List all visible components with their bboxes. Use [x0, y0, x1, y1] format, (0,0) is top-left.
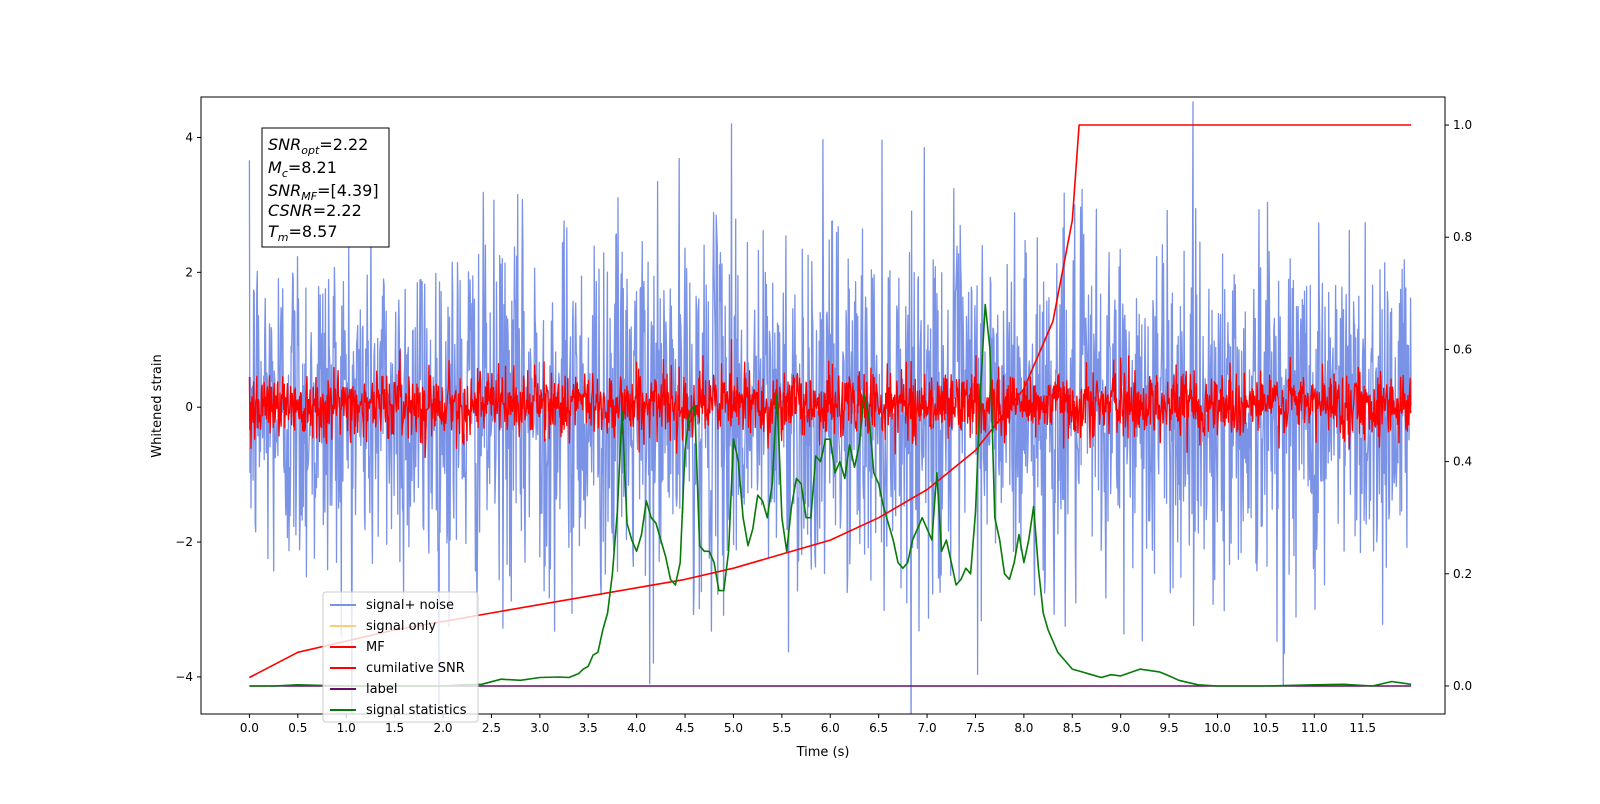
y-tick-label: −2 — [175, 535, 193, 549]
x-tick-label: 0.5 — [288, 721, 307, 735]
x-tick-label: 3.0 — [530, 721, 549, 735]
x-tick-label: 6.5 — [869, 721, 888, 735]
x-tick-label: 2.5 — [482, 721, 501, 735]
series-line-mf — [248, 339, 1412, 459]
legend-entry: cumilative SNR — [330, 661, 465, 676]
legend-label: signal statistics — [366, 703, 467, 718]
series-line-signal-noise — [248, 101, 1412, 714]
x-tick-label: 8.0 — [1014, 721, 1033, 735]
x-tick-label: 4.0 — [627, 721, 646, 735]
y-tick-label: 2 — [185, 265, 193, 279]
annotation-csnr: CSNR=2.22 — [268, 201, 362, 220]
y-tick-label: 4 — [185, 130, 193, 144]
x-tick-label: 4.5 — [675, 721, 694, 735]
annotation-mc: Mc=8.21 — [268, 158, 337, 180]
annotation-box: SNRopt=2.22 Mc=8.21 SNRMF=[4.39] CSNR=2.… — [261, 127, 390, 248]
x-tick-label: 9.5 — [1160, 721, 1179, 735]
legend-label: signal only — [366, 619, 436, 634]
x-tick-label: 1.0 — [337, 721, 356, 735]
x-tick-label: 7.5 — [966, 721, 985, 735]
annotation-snr-mf: SNRMF=[4.39] — [268, 181, 379, 203]
x-axis: 0.0 0.5 1.0 1.5 2.0 2.5 3.0 3.5 4.0 4.5 5.0 5.5 6.0 6… — [240, 714, 1376, 735]
x-axis-label: Time (s) — [796, 745, 850, 760]
x-tick-label: 10.0 — [1204, 721, 1231, 735]
x-tick-label: 9.0 — [1111, 721, 1130, 735]
legend-entry: signal only — [330, 619, 436, 634]
y-tick-label: 0 — [185, 400, 193, 414]
y2-tick-label: 0.6 — [1453, 342, 1472, 356]
x-tick-label: 5.5 — [772, 721, 791, 735]
annotation-tm: Tm=8.57 — [268, 222, 338, 244]
y2-tick-label: 0.4 — [1453, 455, 1472, 469]
annotation-snr-opt: SNRopt=2.22 — [268, 135, 368, 157]
y2-tick-label: 0.0 — [1453, 679, 1472, 693]
x-tick-label: 3.5 — [579, 721, 598, 735]
legend: signal+ noise signal only MF cumilative SNR… — [322, 591, 479, 723]
x-tick-label: 0.0 — [240, 721, 259, 735]
x-tick-label: 10.5 — [1253, 721, 1280, 735]
legend-label: MF — [366, 640, 385, 655]
legend-entry: MF — [330, 640, 385, 655]
plot-frame — [200, 96, 1446, 715]
x-tick-label: 5.0 — [724, 721, 743, 735]
x-tick-label: 6.0 — [821, 721, 840, 735]
y-axis-right: 1.0 0.8 0.6 0.4 0.2 0.0 — [1445, 118, 1472, 693]
y-tick-label: −4 — [175, 670, 193, 684]
y2-tick-label: 0.2 — [1453, 567, 1472, 581]
y2-tick-label: 1.0 — [1453, 118, 1472, 132]
legend-label: label — [366, 682, 397, 697]
x-tick-label: 11.0 — [1301, 721, 1328, 735]
x-tick-label: 2.0 — [433, 721, 452, 735]
legend-box — [322, 591, 479, 723]
x-tick-label: 8.5 — [1063, 721, 1082, 735]
x-tick-label: 11.5 — [1349, 721, 1376, 735]
legend-label: signal+ noise — [366, 598, 454, 613]
series-line-signal-statistics — [249, 303, 1412, 687]
x-tick-label: 7.0 — [918, 721, 937, 735]
y-axis-left: 4 2 0 −2 −4 — [175, 130, 201, 684]
legend-entry: signal statistics — [330, 703, 467, 718]
x-tick-label: 1.5 — [385, 721, 404, 735]
y-axis-label: Whitened strain — [150, 354, 165, 457]
legend-entry: signal+ noise — [330, 598, 454, 613]
legend-label: cumilative SNR — [366, 661, 465, 676]
legend-entry: label — [330, 682, 397, 697]
y2-tick-label: 0.8 — [1453, 230, 1472, 244]
